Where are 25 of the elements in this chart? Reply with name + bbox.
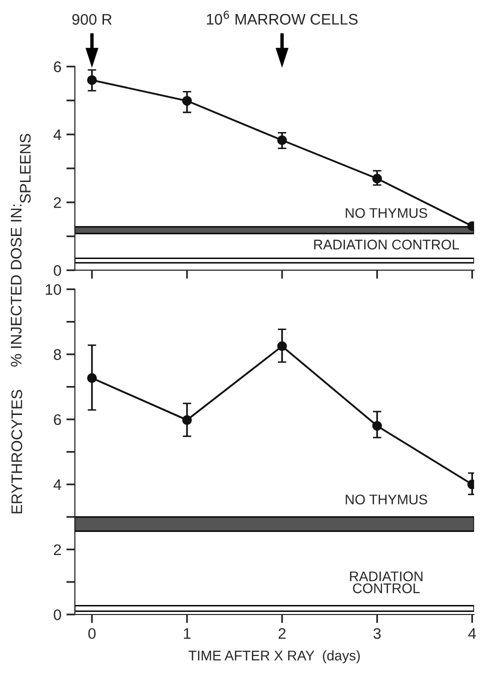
- y-tick-label: 6: [54, 61, 61, 72]
- y-axis-title: SPLEENS: [20, 134, 31, 203]
- y-tick-label: 8: [54, 349, 61, 360]
- y-axis-title: ERYTHROCYTES: [11, 390, 22, 514]
- y-tick-label: 0: [54, 265, 62, 276]
- x-tick-label: 4: [468, 628, 476, 639]
- y-tick-label: 4: [54, 479, 62, 490]
- x-tick-label: 3: [373, 628, 381, 639]
- y-tick-label: 2: [54, 544, 61, 555]
- x-tick-label: 0: [88, 628, 96, 639]
- y-tick-label: 2: [54, 197, 61, 208]
- y-tick-label: 10: [46, 284, 62, 295]
- band-label: RADIATION CONTROL: [350, 571, 422, 594]
- band-label: NO THYMUS: [346, 494, 428, 504]
- ref-line-label: 10$^{6}$ MARROW CELLS: [206, 10, 358, 25]
- band-label: NO THYMUS: [346, 208, 428, 218]
- x-axis-title: TIME AFTER X RAY (days): [188, 650, 360, 664]
- x-tick-label: 2: [278, 628, 286, 639]
- y-tick-label: 6: [54, 414, 61, 426]
- y-tick-label: 0: [54, 609, 62, 620]
- x-tick-label: 1: [184, 628, 191, 639]
- y-tick-label: 4: [54, 129, 62, 140]
- ref-line-label: 900 R: [72, 14, 112, 25]
- band-label: RADIATION CONTROL: [314, 240, 459, 250]
- text: % INJECTED DOSE IN:: [10, 204, 22, 367]
